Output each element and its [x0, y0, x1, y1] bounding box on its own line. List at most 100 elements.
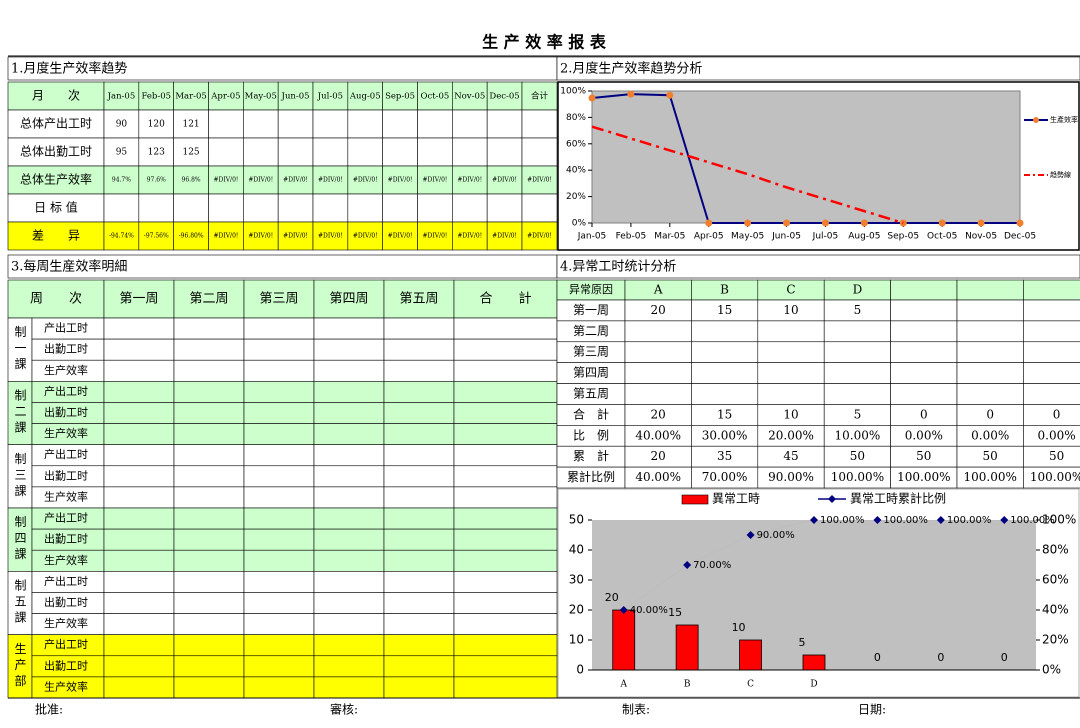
- table-value: 45: [783, 449, 798, 463]
- table-value: 5: [854, 303, 862, 317]
- cell: [521, 193, 558, 223]
- table-value: 50: [916, 449, 931, 463]
- cell: [313, 359, 385, 382]
- group-label: 制四課: [13, 515, 27, 563]
- cell: [486, 193, 523, 223]
- cell: [173, 193, 209, 223]
- cell: [313, 381, 385, 403]
- bar-label: 20: [605, 591, 619, 604]
- row-label: 出勤工时: [44, 468, 88, 482]
- cell: [103, 444, 175, 467]
- cell: [243, 444, 315, 467]
- table-value: -94.74%: [109, 233, 134, 240]
- cell: [383, 613, 455, 635]
- cell: [7, 81, 105, 111]
- line-marker: [705, 219, 713, 227]
- row-label: 产出工时: [44, 637, 88, 651]
- cell: [277, 137, 314, 167]
- section-heading: 1.月度生产效率趋势: [11, 61, 127, 77]
- column-header: 月 次: [32, 89, 80, 103]
- bar-label: 0: [937, 651, 944, 664]
- cell: [453, 444, 558, 467]
- cell: [453, 528, 558, 551]
- cell: [383, 465, 455, 488]
- cell: [383, 402, 455, 424]
- cell: [1023, 341, 1080, 363]
- cell: [312, 81, 349, 111]
- cell: [453, 402, 558, 424]
- cell: [382, 109, 418, 139]
- legend-label: 異常工時累計比例: [850, 491, 946, 506]
- cell: [173, 655, 245, 678]
- column-header: 合计: [531, 91, 549, 102]
- cell: [103, 549, 175, 572]
- row-label: 日 标 值: [34, 200, 78, 215]
- row-label: 第五周: [573, 387, 609, 401]
- cell: [453, 338, 558, 361]
- cell: [383, 359, 455, 382]
- table-value: #DIV/0!: [492, 233, 517, 240]
- cell: [383, 507, 455, 530]
- cell: [383, 676, 455, 699]
- y-tick-label: 80%: [566, 113, 586, 123]
- row-label: 累 計: [573, 448, 609, 463]
- row-label: 产出工时: [44, 574, 88, 588]
- legend-swatch: [681, 494, 709, 505]
- row-label: 生产效率: [44, 553, 88, 567]
- cell: [382, 165, 418, 195]
- table-value: 5: [854, 407, 862, 421]
- cell: [277, 109, 314, 139]
- column-header: 异常原因: [569, 283, 613, 296]
- cell: [521, 137, 558, 167]
- cell: [347, 81, 383, 111]
- bar-label: 5: [799, 636, 806, 649]
- table-value: #DIV/0!: [248, 233, 273, 240]
- table-value: #DIV/0!: [527, 233, 552, 240]
- cell: [486, 109, 523, 139]
- cell: [383, 338, 455, 361]
- cell: [956, 362, 1024, 384]
- line-marker: [783, 219, 791, 227]
- cell: [173, 507, 245, 530]
- cell: [956, 299, 1024, 322]
- table-value: 90.00%: [768, 470, 814, 484]
- cell: [383, 423, 455, 445]
- cell: [313, 634, 385, 657]
- cell: [417, 81, 453, 111]
- line-marker: [744, 219, 752, 227]
- line-marker: [977, 219, 985, 227]
- cell: [453, 279, 558, 319]
- table-value: 97.6%: [147, 177, 166, 184]
- cell: [1023, 279, 1080, 301]
- table-value: #DIV/0!: [527, 177, 552, 184]
- cell: [208, 137, 244, 167]
- x-tick-label: Feb-05: [616, 232, 647, 242]
- cell: [453, 423, 558, 445]
- table-value: 100.00%: [1030, 470, 1080, 484]
- cell: [173, 444, 245, 467]
- row-label: 第四周: [573, 366, 609, 380]
- cell: [452, 165, 488, 195]
- cell: [453, 613, 558, 635]
- cell: [347, 193, 383, 223]
- cell: [313, 549, 385, 572]
- line-marker: [683, 561, 692, 569]
- table-value: 50: [983, 449, 998, 463]
- report-title: 生 产 效 率 报 表: [482, 33, 607, 52]
- y2-tick-label: 80%: [1042, 543, 1069, 557]
- line-marker: [810, 516, 818, 524]
- cell: [453, 486, 558, 509]
- cell: [1023, 299, 1080, 322]
- cell: [313, 613, 385, 635]
- cell: [521, 165, 558, 195]
- cell: [956, 279, 1024, 301]
- table-value: #DIV/0!: [283, 233, 308, 240]
- y2-tick-label: 40%: [1042, 603, 1069, 617]
- cell: [417, 109, 453, 139]
- cell: [138, 109, 174, 139]
- row-label: 第二周: [573, 324, 609, 338]
- cell: [453, 359, 558, 382]
- table-value: 94.7%: [112, 177, 131, 184]
- cell: [103, 221, 140, 251]
